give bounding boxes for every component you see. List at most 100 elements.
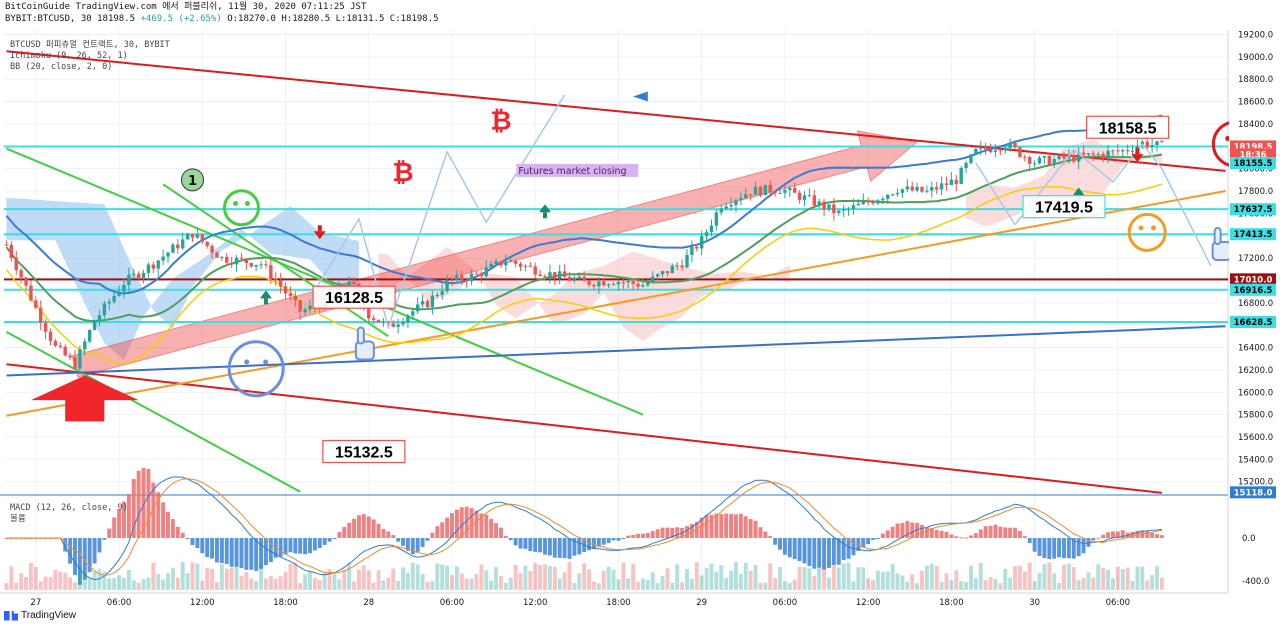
legend-volume[interactable]: 볼륨 <box>10 514 26 524</box>
macd-hist-bar <box>567 538 572 559</box>
candle-body <box>758 186 763 196</box>
candle-body <box>910 186 914 191</box>
macd-hist-bar <box>792 538 797 559</box>
volume-bar <box>1145 580 1150 590</box>
macd-hist-bar <box>77 538 82 585</box>
volume-bar <box>807 568 812 590</box>
candle-body <box>205 241 209 246</box>
volume-bar <box>224 568 229 590</box>
price-callout-label: 17419.5 <box>1035 200 1093 217</box>
volume-bar <box>141 578 146 590</box>
candle-body <box>851 205 856 210</box>
volume-bar <box>205 568 210 590</box>
candle-body <box>739 198 743 201</box>
macd-hist-bar <box>929 528 934 539</box>
candle-body <box>352 282 356 284</box>
volume-bar <box>1032 581 1037 590</box>
price-tick-label: 18800.0 <box>1238 75 1273 85</box>
macd-hist-bar <box>366 516 371 539</box>
volume-bar <box>239 575 244 590</box>
candle-body <box>19 270 23 278</box>
candle-body <box>411 311 415 316</box>
volume-bar <box>1096 564 1101 590</box>
macd-hist-bar <box>268 538 273 563</box>
candle-body <box>533 266 537 275</box>
macd-hist-bar <box>748 519 753 539</box>
candle-body <box>308 305 312 310</box>
candle-body <box>763 184 768 196</box>
macd-hist-bar <box>293 538 298 554</box>
legend-ichimoku[interactable]: Ichimoku (9, 26, 52, 1) <box>10 51 128 61</box>
macd-hist-bar <box>954 536 959 539</box>
tradingview-brand[interactable]: TradingView <box>4 610 76 621</box>
volume-bar <box>415 564 420 590</box>
macd-hist-bar <box>640 533 645 539</box>
volume-bar <box>611 569 616 590</box>
candle-body <box>1076 152 1081 162</box>
volume-bar <box>861 567 866 590</box>
price-axis-badge <box>1230 157 1276 170</box>
candle-body <box>1013 142 1017 148</box>
symbol-label: BYBIT:BTCUSD, 30 <box>5 14 92 24</box>
macd-hist-bar <box>547 538 552 556</box>
candle-body <box>146 264 151 273</box>
volume-bar <box>1091 577 1096 590</box>
volume-bar <box>552 566 557 590</box>
time-axis[interactable]: 27 06:00 12:00 18:00 28 06:00 12:00 18:00 29 06:0… <box>30 598 1130 608</box>
macd-hist-bar <box>1008 527 1013 539</box>
volume-bar <box>513 564 518 590</box>
candle-body <box>744 194 748 199</box>
candle-body <box>151 264 156 269</box>
candle-body <box>288 293 293 297</box>
volume-bar <box>954 570 959 590</box>
candle-body <box>675 265 679 267</box>
candle-body <box>959 167 963 184</box>
macd-hist-bar <box>841 538 846 561</box>
macd-hist-bar <box>244 538 249 570</box>
candle-body <box>367 306 371 319</box>
sad-face-icon <box>227 340 285 398</box>
macd-hist-bar <box>733 514 738 539</box>
volume-bar <box>1135 566 1140 590</box>
candle-body <box>1111 150 1115 152</box>
macd-hist-bar <box>596 538 601 547</box>
macd-hist-bar <box>361 514 366 539</box>
candle-body <box>900 189 905 193</box>
volume-bar <box>890 564 895 590</box>
macd-hist-bar <box>993 524 998 539</box>
macd-pane <box>4 467 1164 590</box>
candle-body <box>39 307 43 323</box>
macd-hist-bar <box>405 538 410 551</box>
candle-body <box>4 244 9 246</box>
big-up-arrow <box>71 130 919 378</box>
price-axis-badge-label: 17413.5 <box>1234 230 1273 240</box>
volume-bar <box>572 583 577 590</box>
legend-bb[interactable]: BB (20, close, 2, 0) <box>10 62 113 72</box>
neutral-face-icon <box>1127 212 1167 252</box>
volume-bar <box>268 575 273 590</box>
macd-hist-bar <box>592 538 596 549</box>
volume-bar <box>215 582 219 590</box>
legend-macd[interactable]: MACD (12, 26, close, 9) <box>10 503 128 513</box>
volume-bar <box>900 575 905 590</box>
macd-hist-bar <box>969 535 973 539</box>
volume-bar <box>694 562 699 590</box>
macd-hist-bar <box>1071 538 1076 559</box>
macd-hist-bar <box>484 514 489 539</box>
volume-bar <box>170 567 175 590</box>
macd-hist-bar <box>1086 538 1091 547</box>
macd-hist-bar <box>308 538 312 554</box>
candle-body <box>420 301 425 305</box>
macd-hist-bar <box>435 526 440 539</box>
volume-bar <box>337 579 342 590</box>
up-marker-icon <box>539 204 552 213</box>
macd-hist-bar <box>396 538 401 542</box>
candle-body <box>993 150 998 153</box>
volume-bar <box>136 582 141 590</box>
macd-hist-bar <box>895 523 900 539</box>
legend-main[interactable]: BTCUSD 퍼피츄얼 컨트랙트, 30, BYBIT <box>10 40 170 50</box>
price-axis[interactable]: 19200.019000.018800.018600.018400.018200… <box>1229 0 1280 628</box>
macd-hist-bar <box>498 527 503 539</box>
macd-hist-bar <box>337 532 342 539</box>
